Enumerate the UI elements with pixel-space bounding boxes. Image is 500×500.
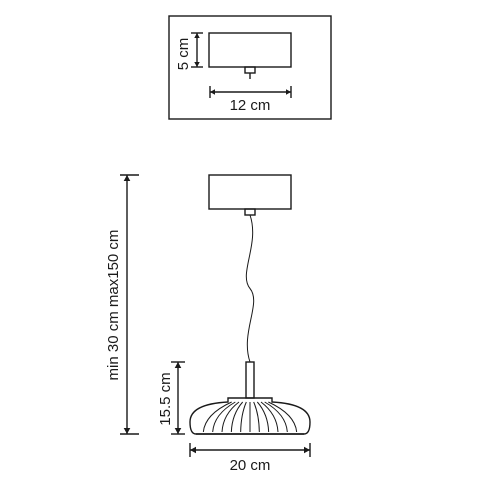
top-width-label: 12 cm <box>230 97 271 114</box>
side-width-label: 20 cm <box>230 457 271 474</box>
top-connector <box>245 67 255 73</box>
cable <box>246 215 253 362</box>
rod <box>246 362 254 398</box>
top-canopy <box>209 33 291 67</box>
top-height-label: 5 cm <box>175 38 192 71</box>
technical-diagram: 5 cm 12 cm min 30 cm max150 cm 15.5 cm 20 cm <box>0 0 500 500</box>
total-height-label: min 30 cm max150 cm <box>105 230 122 381</box>
side-canopy <box>209 175 291 209</box>
shade-height-label: 15.5 cm <box>157 372 174 425</box>
